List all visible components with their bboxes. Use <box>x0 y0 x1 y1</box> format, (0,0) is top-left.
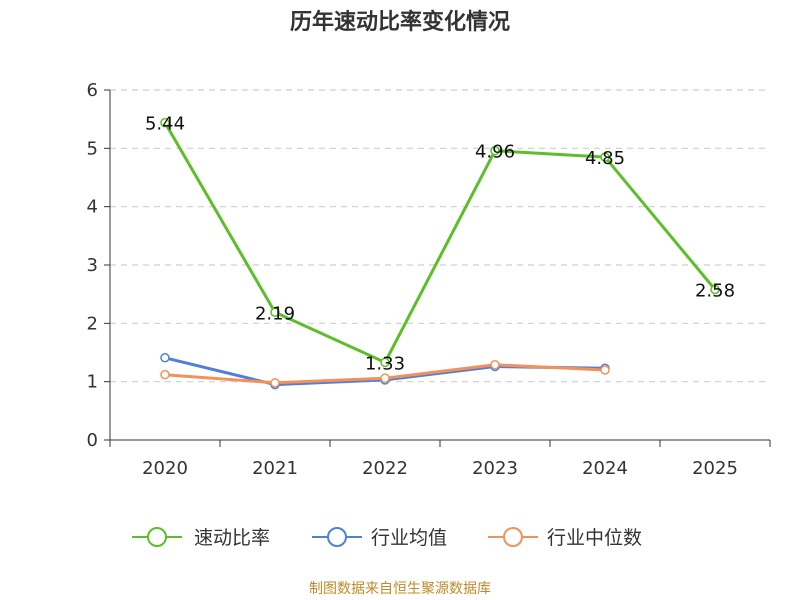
y-tick-label: 6 <box>87 80 98 101</box>
legend-label: 行业中位数 <box>547 527 642 549</box>
y-tick-label: 4 <box>87 197 98 218</box>
data-labels: 5.44 2.19 1.33 4.96 4.85 2.58 <box>145 114 735 375</box>
x-tick-label: 2023 <box>472 458 518 479</box>
series-point-0 <box>710 284 720 295</box>
series-point-2 <box>600 365 610 375</box>
x-tick-label: 2022 <box>362 458 408 479</box>
y-tick-label: 0 <box>87 430 98 451</box>
legend-item-1[interactable]: 行业均值 <box>312 527 447 549</box>
series-point-2 <box>380 373 390 383</box>
data-label: 2.19 <box>255 303 295 324</box>
data-label: 4.85 <box>585 148 625 169</box>
source-note: 制图数据来自恒生聚源数据库 <box>309 581 491 597</box>
y-tick-label: 5 <box>87 138 98 159</box>
data-label: 5.44 <box>145 114 185 135</box>
x-tick-label: 2024 <box>582 458 628 479</box>
series-lines <box>163 121 717 387</box>
legend-item-0[interactable]: 速动比率 <box>132 527 270 549</box>
y-tick-label: 2 <box>87 313 98 334</box>
y-tick-label: 1 <box>87 372 98 393</box>
grid-lines <box>110 89 770 383</box>
legend-marker-icon <box>503 527 523 547</box>
series-point-0 <box>490 145 500 156</box>
series-point-0 <box>600 152 610 162</box>
legend-label: 速动比率 <box>194 527 270 549</box>
series-point-2 <box>270 378 280 388</box>
y-tick-label: 3 <box>87 255 98 276</box>
x-tick-label: 2025 <box>692 458 738 479</box>
legend-marker-icon <box>147 527 167 547</box>
series-point-0 <box>380 357 390 368</box>
series-point-1 <box>160 353 170 363</box>
axes: 0 1 2 3 4 5 6 2020 2021 2022 2023 2024 2025 <box>87 80 771 479</box>
legend-item-2[interactable]: 行业中位数 <box>488 527 642 549</box>
data-label: 4.96 <box>475 142 515 163</box>
series-point-0 <box>270 307 280 317</box>
chart-title: 历年速动比率变化情况 <box>289 10 510 35</box>
x-tick-label: 2020 <box>142 458 188 479</box>
series-point-2 <box>490 360 500 370</box>
legend[interactable]: 速动比率 行业均值 行业中位数 <box>132 527 642 549</box>
series-point-2 <box>160 369 170 380</box>
series-point-0 <box>160 117 170 128</box>
series-line-0 <box>163 121 717 364</box>
x-tick-label: 2021 <box>252 458 298 479</box>
legend-label: 行业均值 <box>371 527 447 549</box>
data-label: 2.58 <box>695 281 735 302</box>
series-markers <box>160 117 720 390</box>
data-label: 1.33 <box>365 353 405 374</box>
legend-marker-icon <box>327 527 347 547</box>
